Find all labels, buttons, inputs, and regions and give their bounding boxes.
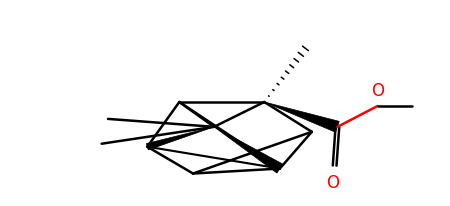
Text: O: O	[326, 173, 339, 191]
Polygon shape	[214, 127, 283, 173]
Polygon shape	[264, 103, 339, 133]
Polygon shape	[146, 127, 214, 150]
Text: O: O	[371, 82, 384, 99]
